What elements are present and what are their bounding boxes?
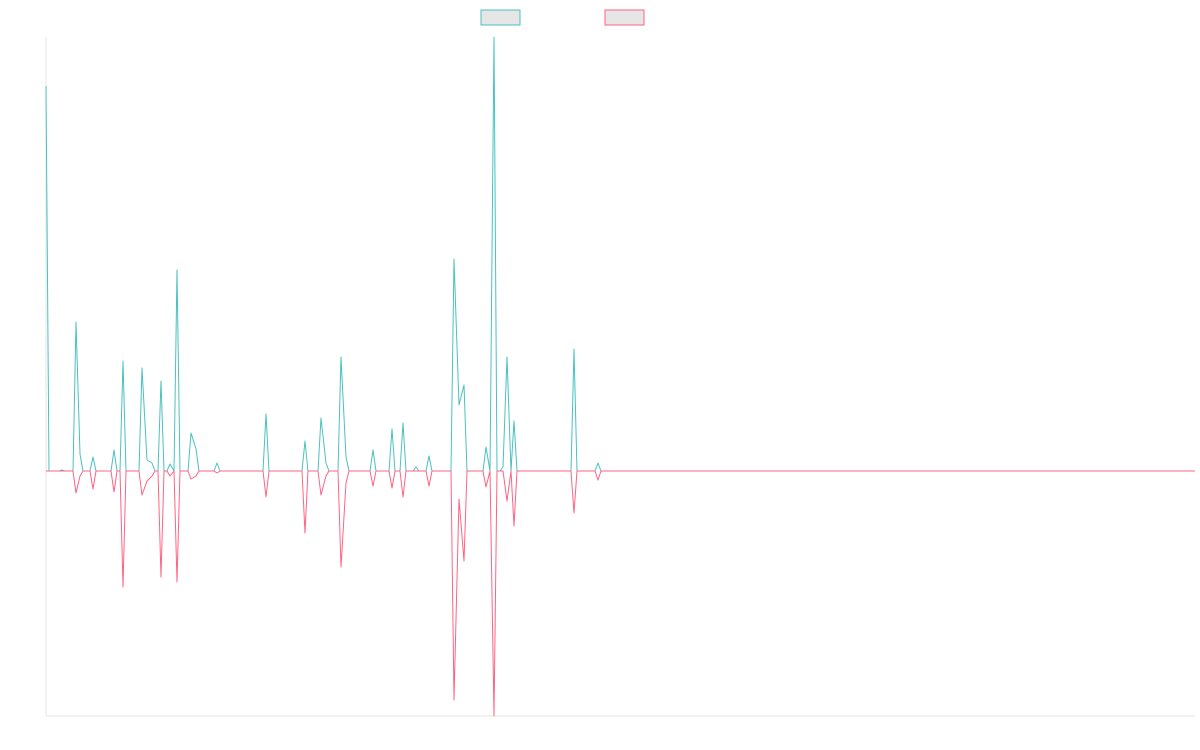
legend-swatch	[480, 9, 521, 26]
data-line	[46, 470, 1195, 717]
data-line	[45, 36, 1195, 472]
legend-swatch	[604, 9, 645, 26]
